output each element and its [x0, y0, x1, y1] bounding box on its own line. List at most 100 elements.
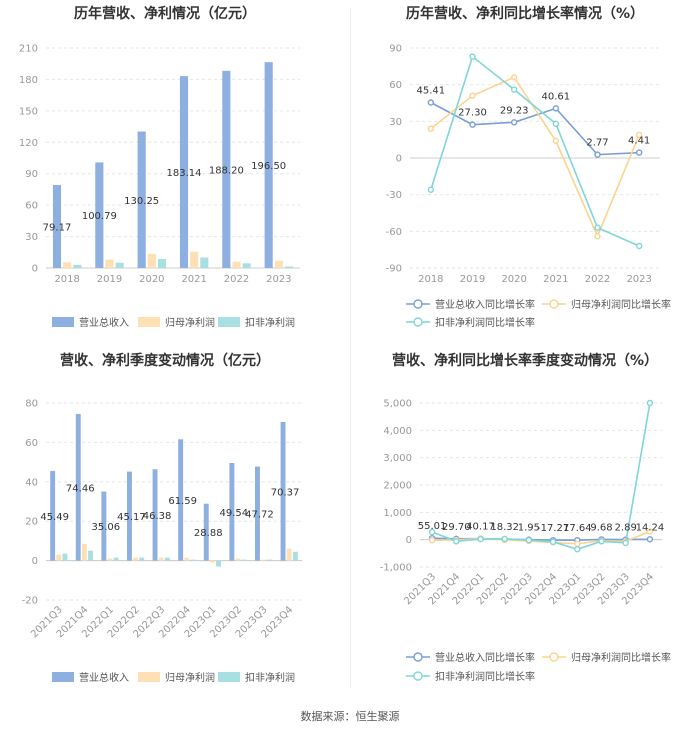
- data-label: 196.50: [251, 161, 286, 172]
- data-point: [477, 535, 484, 543]
- data-point: [646, 536, 654, 543]
- y-tick-label: 30: [25, 232, 38, 243]
- data-point: [594, 151, 601, 158]
- bar: [200, 257, 209, 268]
- bar: [52, 185, 62, 268]
- legend-label: 扣非净利润同比增长率: [435, 316, 535, 329]
- legend-swatch: [52, 317, 74, 327]
- bar: [267, 559, 273, 561]
- data-label: 74.46: [66, 483, 95, 494]
- data-label: 70.37: [271, 487, 300, 498]
- y-tick-label: 0: [32, 264, 38, 275]
- y-tick-label: -20: [22, 596, 38, 607]
- series-line: [431, 402, 651, 551]
- bar: [113, 557, 119, 561]
- legend-label: 营业总收入同比增长率: [435, 651, 535, 664]
- x-tick-label: 2023: [266, 274, 291, 285]
- bar: [292, 551, 298, 561]
- y-tick-label: 0: [396, 154, 402, 165]
- x-tick-label: 2020: [139, 274, 164, 285]
- chart-title: 营收、净利同比增长率季度变动情况（%）: [392, 352, 658, 369]
- data-point: [427, 99, 435, 106]
- chart-title: 历年营收、净利情况（亿元）: [74, 5, 256, 22]
- data-point: [552, 120, 560, 127]
- legend-label: 扣非净利润: [245, 671, 295, 684]
- y-tick-label: 210: [19, 44, 38, 55]
- chart-title: 历年营收、净利同比增长率情况（%）: [406, 5, 644, 22]
- data-label: 29.23: [500, 105, 529, 116]
- data-label: 183.14: [167, 168, 202, 179]
- legend-swatch: [138, 672, 160, 682]
- bar: [107, 558, 113, 561]
- data-label: 17.64: [563, 523, 592, 534]
- bar: [115, 262, 124, 268]
- data-label: 45.49: [40, 512, 69, 523]
- x-tick-label: 2021: [543, 274, 568, 285]
- legend-marker: [413, 317, 423, 327]
- data-label: 14.24: [636, 522, 665, 533]
- legend-label: 归母净利润: [165, 671, 215, 684]
- y-tick-label: 60: [25, 438, 38, 449]
- data-source: 数据来源：恒生聚源: [300, 710, 400, 723]
- bar: [62, 553, 68, 561]
- bar: [95, 162, 104, 268]
- legend-label: 归母净利润同比增长率: [571, 651, 671, 664]
- data-point: [469, 121, 476, 128]
- legend-marker: [413, 299, 423, 309]
- annual-growth-chart: 历年营收、净利同比增长率情况（%） -90 -60 -30 0 30 60 90 2018 201…: [350, 0, 700, 345]
- y-tick-label: 120: [19, 138, 38, 149]
- legend-label: 扣非净利润: [245, 316, 295, 329]
- bar: [184, 557, 190, 561]
- bar: [229, 463, 235, 561]
- y-tick-label: 90: [25, 169, 38, 180]
- bar: [126, 471, 132, 561]
- bar: [274, 260, 283, 268]
- data-point: [501, 535, 508, 543]
- data-point: [525, 537, 533, 544]
- y-tick-label: 20: [25, 517, 38, 528]
- x-tick-label: 2023: [626, 274, 651, 285]
- data-point: [594, 224, 601, 231]
- bar: [264, 62, 273, 269]
- bar: [235, 558, 241, 561]
- bar: [101, 491, 107, 561]
- data-label: 40.17: [466, 522, 495, 533]
- data-label: 35.06: [92, 522, 121, 533]
- bar: [158, 557, 164, 561]
- legend-label: 扣非净利润同比增长率: [435, 670, 535, 683]
- bar: [105, 259, 114, 268]
- bar: [232, 261, 241, 268]
- chart-title: 营收、净利季度变动情况（亿元）: [60, 352, 270, 369]
- data-label: 46.38: [143, 511, 172, 522]
- bar: [56, 554, 62, 561]
- data-point: [622, 539, 629, 547]
- data-label: 47.72: [245, 510, 274, 521]
- bar: [152, 469, 158, 561]
- y-tick-label: 80: [25, 399, 38, 410]
- data-label: 100.79: [82, 211, 117, 222]
- bar: [50, 470, 56, 561]
- y-tick-label: -30: [386, 190, 402, 201]
- data-label: 27.30: [458, 108, 487, 119]
- data-label: 18.32: [490, 522, 519, 533]
- bar: [137, 131, 146, 268]
- data-point: [510, 119, 518, 126]
- series-line: [430, 55, 640, 247]
- data-point: [469, 53, 476, 60]
- data-label: 130.25: [124, 196, 159, 207]
- data-label: 2.77: [586, 138, 608, 149]
- y-tick-label: 30: [389, 117, 402, 128]
- legend-label: 营业总收入同比增长率: [435, 298, 535, 311]
- y-tick-label: 0: [32, 556, 38, 567]
- data-label: 2.89: [615, 523, 637, 534]
- data-point: [646, 399, 654, 407]
- data-point: [427, 186, 435, 193]
- data-point: [469, 92, 476, 99]
- legend-label: 归母净利润同比增长率: [571, 298, 671, 311]
- y-tick-label: 2,000: [383, 481, 412, 492]
- bar: [241, 559, 247, 561]
- data-point: [574, 546, 581, 553]
- y-tick-label: 4,000: [383, 426, 412, 437]
- legend-label: 归母净利润: [165, 316, 215, 329]
- x-tick-label: 2019: [460, 274, 485, 285]
